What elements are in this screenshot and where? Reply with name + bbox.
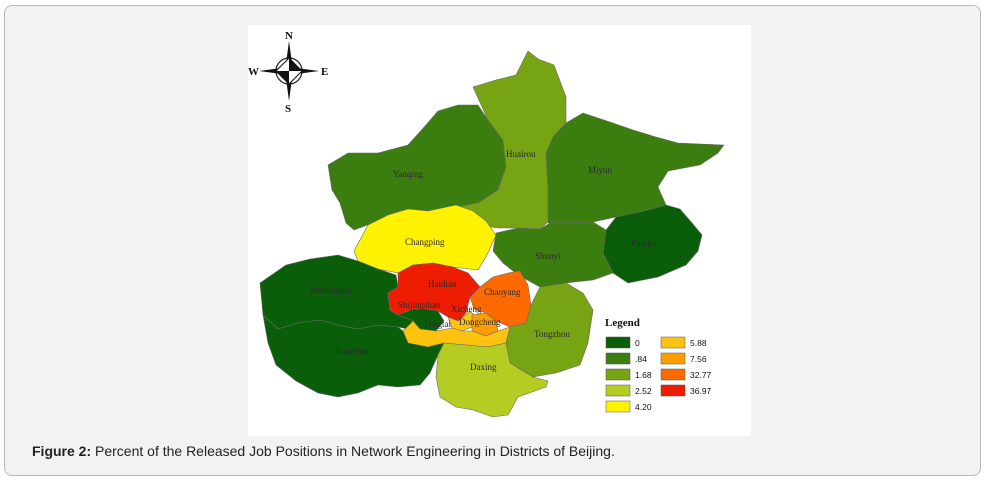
district-changping[interactable] <box>353 204 497 274</box>
legend-label: 36.97 <box>690 386 712 396</box>
label-huairou: Huairou <box>506 149 536 159</box>
label-miyun: Miyun <box>588 165 613 175</box>
legend-swatch <box>605 352 631 365</box>
beijing-district-map: Yanqing Huairou Miyun Pinggu Changping S… <box>248 30 725 418</box>
district-huairou[interactable] <box>455 50 567 230</box>
district-labels: Yanqing Huairou Miyun Pinggu Changping S… <box>310 149 657 372</box>
label-fengtai: Fengtai <box>424 319 451 329</box>
label-pinggu: Pinggu <box>631 238 657 248</box>
legend-label: 7.56 <box>690 354 707 364</box>
compass-rose: N S E W <box>248 30 328 115</box>
legend-swatch <box>605 368 631 381</box>
legend-swatch <box>660 384 686 397</box>
district-daxing[interactable] <box>435 342 549 418</box>
legend-swatch <box>605 336 631 349</box>
label-shunyi: Shunyi <box>535 251 561 261</box>
label-dongcheng: Dongcheng <box>459 317 501 327</box>
figure-caption: Figure 2: Percent of the Released Job Po… <box>32 443 615 459</box>
compass-west: W <box>248 66 259 78</box>
label-fangshan: Fangshan <box>336 346 371 356</box>
label-xicheng: Xicheng <box>451 304 482 314</box>
district-miyun[interactable] <box>545 112 725 224</box>
legend-label: 2.52 <box>635 386 652 396</box>
legend-swatch <box>605 400 631 413</box>
compass-north: N <box>285 30 293 42</box>
district-shunyi[interactable] <box>492 221 614 288</box>
legend-swatch <box>660 368 686 381</box>
label-haidian: Haidian <box>428 279 457 289</box>
legend-title: Legend <box>605 317 640 329</box>
label-tongzhou: Tongzhou <box>534 329 570 339</box>
label-chaoyang: Chaoyang <box>484 287 521 297</box>
map-panel: Yanqing Huairou Miyun Pinggu Changping S… <box>248 25 751 436</box>
legend-label: 1.68 <box>635 370 652 380</box>
caption-text: Percent of the Released Job Positions in… <box>91 443 615 459</box>
label-mentougou: Mentougou <box>310 285 352 295</box>
compass-south: S <box>285 103 291 115</box>
compass-east: E <box>321 66 328 78</box>
legend-swatch <box>660 352 686 365</box>
label-daxing: Daxing <box>470 362 497 372</box>
legend-label: 4.20 <box>635 402 652 412</box>
legend-label: 5.88 <box>690 338 707 348</box>
caption-label: Figure 2: <box>32 443 92 459</box>
legend: Legend 0 .84 1.68 2.52 4.20 5.88 7.56 32.77 36.9… <box>605 317 712 413</box>
label-shijingshan: Shijingshan <box>398 300 441 310</box>
legend-label: .84 <box>635 354 647 364</box>
label-yanqing: Yanqing <box>393 169 424 179</box>
legend-label: 32.77 <box>690 370 712 380</box>
legend-label: 0 <box>635 338 640 348</box>
legend-swatch <box>605 384 631 397</box>
label-changping: Changping <box>405 237 445 247</box>
legend-swatch <box>660 336 686 349</box>
figure-frame: Yanqing Huairou Miyun Pinggu Changping S… <box>4 5 981 476</box>
